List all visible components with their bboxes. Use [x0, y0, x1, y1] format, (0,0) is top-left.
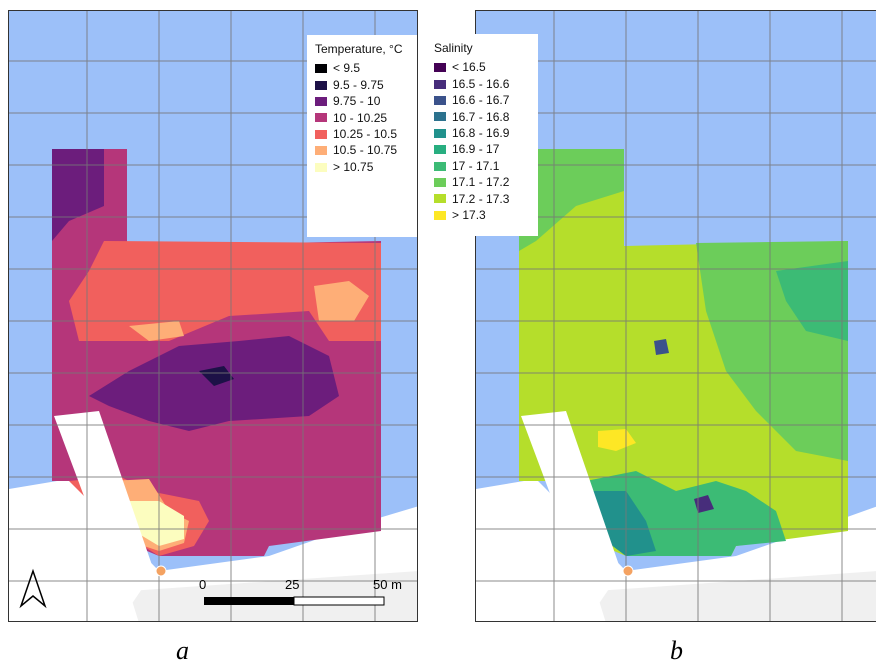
legend-item: 10 - 10.25	[315, 110, 417, 126]
low-salinity-spot	[654, 339, 669, 355]
legend-swatch	[434, 79, 446, 89]
warm-spot-mid	[129, 321, 184, 341]
legend-item: 16.9 - 17	[434, 141, 530, 157]
low-salinity-core	[694, 495, 714, 513]
legend-item: 17.1 - 17.2	[434, 174, 530, 190]
legend-swatch	[434, 112, 446, 122]
hot-spot-south	[129, 501, 184, 546]
temperature-map[interactable]: Temperature, °C < 9.5 9.5 - 9.75 9.75 - …	[8, 10, 418, 622]
warm-spot-ne	[314, 281, 369, 321]
legend-item: 17.2 - 17.3	[434, 191, 530, 207]
cool-zone-nw	[52, 149, 104, 241]
legend-item: 16.5 - 16.6	[434, 76, 530, 92]
panel-label-a: a	[176, 636, 189, 665]
temperature-legend: Temperature, °C < 9.5 9.5 - 9.75 9.75 - …	[307, 35, 417, 237]
legend-swatch	[434, 161, 446, 171]
legend-item: 16.8 - 16.9	[434, 125, 530, 141]
legend-item: 16.6 - 16.7	[434, 92, 530, 108]
legend-title: Temperature, °C	[315, 42, 403, 56]
station-marker	[155, 565, 167, 577]
panel-label-b: b	[670, 636, 683, 665]
legend-swatch	[315, 129, 327, 139]
legend-item: 10.25 - 10.5	[315, 126, 417, 142]
legend-swatch	[434, 194, 446, 204]
salinity-map-canvas	[476, 11, 876, 621]
legend-item: < 16.5	[434, 59, 530, 75]
scale-tick-0: 0	[199, 577, 207, 592]
salinity-zone-nw	[519, 149, 624, 251]
north-arrow-icon	[19, 568, 47, 609]
salinity-legend: Salinity < 16.5 16.5 - 16.6 16.6 - 16.7 …	[426, 34, 538, 236]
legend-swatch	[434, 63, 446, 73]
cold-core	[199, 366, 234, 386]
legend-item: 9.5 - 9.75	[315, 77, 417, 93]
legend-swatch	[434, 177, 446, 187]
legend-swatch	[434, 145, 446, 155]
legend-item: > 17.3	[434, 207, 530, 223]
pier	[54, 411, 154, 611]
legend-swatch	[315, 162, 327, 172]
legend-swatch	[434, 128, 446, 138]
legend-swatch	[315, 146, 327, 156]
scale-tick-50: 50 m	[373, 577, 402, 592]
land-shadow	[129, 571, 417, 621]
legend-swatch	[315, 80, 327, 90]
salinity-map[interactable]	[475, 10, 876, 622]
scale-bar-white	[293, 596, 385, 606]
station-marker	[622, 565, 634, 577]
coordinate-grid	[476, 11, 876, 621]
legend-item: 9.75 - 10	[315, 93, 417, 109]
legend-item: 17 - 17.1	[434, 158, 530, 174]
pier	[521, 411, 621, 611]
scale-tick-25: 25	[285, 577, 300, 592]
legend-item: > 10.75	[315, 159, 417, 175]
legend-item: < 9.5	[315, 60, 417, 76]
legend-swatch	[434, 95, 446, 105]
legend-item: 16.7 - 16.8	[434, 109, 530, 125]
coordinate-grid	[9, 11, 417, 621]
legend-swatch	[315, 113, 327, 123]
land-shadow	[596, 571, 876, 621]
legend-swatch	[434, 210, 446, 220]
legend-swatch	[315, 64, 327, 74]
legend-swatch	[315, 96, 327, 106]
legend-title: Salinity	[434, 41, 473, 55]
temperature-map-canvas	[9, 11, 417, 621]
scale-bar-black	[204, 597, 294, 605]
legend-item: 10.5 - 10.75	[315, 142, 417, 158]
